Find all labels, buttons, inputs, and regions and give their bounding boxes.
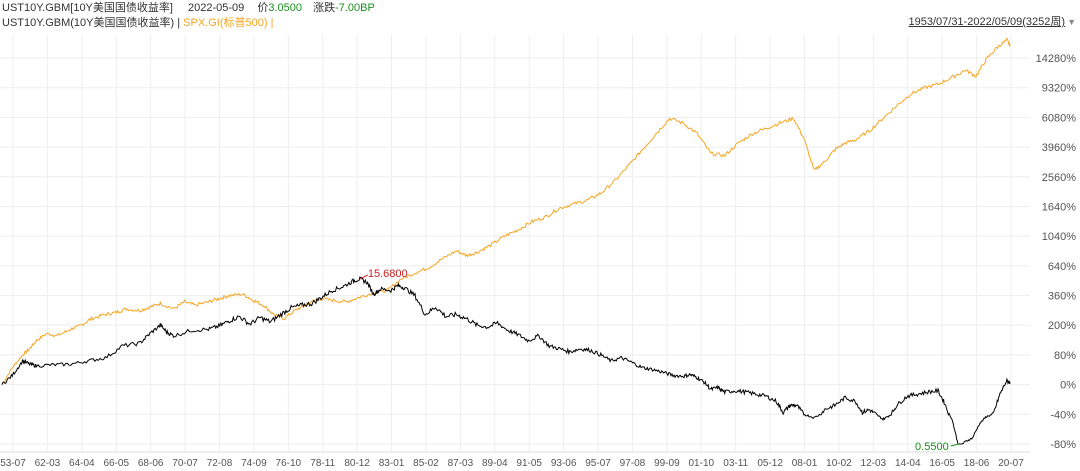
x-tick-label: 01-10	[688, 458, 714, 469]
max-annotation-label: 15.6800	[368, 268, 408, 280]
y-tick-label: 1640%	[1042, 201, 1076, 213]
instrument-name: UST10Y.GBM[10Y美国国债收益率]	[2, 2, 173, 14]
x-tick-label: 16-05	[929, 458, 955, 469]
max-annotation-leader	[359, 274, 369, 280]
x-tick-label: 53-07	[0, 458, 26, 469]
x-tick-label: 18-06	[964, 458, 990, 469]
x-tick-label: 95-07	[585, 458, 611, 469]
x-tick-label: 14-04	[895, 458, 921, 469]
legend-series-2[interactable]: SPX.GI(标普500)	[183, 17, 268, 29]
y-tick-label: -40%	[1050, 409, 1076, 421]
series-line-spx	[1, 37, 1011, 385]
chart-legend: UST10Y.GBM(10Y美国国债收益率) | SPX.GI(标普500) |	[2, 15, 273, 31]
x-tick-label: 03-11	[723, 458, 748, 469]
chart-annotations: 15.6800 0.5500	[359, 268, 959, 453]
date-range-text: 1953/07/31-2022/05/09(3252周)	[908, 16, 1066, 28]
x-tick-label: 12-03	[861, 458, 887, 469]
x-tick-label: 85-02	[413, 458, 439, 469]
min-annotation-label: 0.5500	[915, 441, 949, 453]
x-tick-label: 10-02	[826, 458, 852, 469]
price-label: 价	[257, 2, 269, 14]
triangle-down-icon[interactable]: ▼	[1067, 17, 1076, 27]
min-annotation-leader	[950, 443, 959, 447]
x-tick-label: 97-08	[620, 458, 646, 469]
quote-header: UST10Y.GBM[10Y美国国债收益率] 2022-05-09 价3.050…	[2, 0, 379, 16]
x-tick-label: 05-12	[757, 458, 783, 469]
y-tick-label: 2560%	[1042, 172, 1076, 184]
change-value: -7.00BP	[335, 2, 375, 14]
x-tick-label: 08-01	[792, 458, 818, 469]
x-axis-labels: 53-07 62-03 64-04 66-05 68-06 70-07 72-08 74-09…	[0, 458, 1024, 469]
price-value: 3.0500	[268, 2, 303, 14]
quote-date: 2022-05-09	[188, 2, 245, 14]
y-tick-label: 360%	[1048, 291, 1076, 303]
y-tick-label: 14280%	[1036, 53, 1077, 65]
x-tick-label: 64-04	[69, 458, 95, 469]
x-tick-label: 76-10	[276, 458, 302, 469]
x-tick-label: 83-01	[379, 458, 405, 469]
x-tick-label: 68-06	[138, 458, 164, 469]
y-tick-label: -80%	[1050, 439, 1076, 451]
y-tick-label: 9320%	[1042, 83, 1076, 95]
x-tick-label: 66-05	[103, 458, 129, 469]
x-tick-label: 78-11	[310, 458, 335, 469]
chart-series	[1, 37, 1011, 445]
y-tick-label: 200%	[1048, 320, 1076, 332]
y-tick-label: 3960%	[1042, 142, 1076, 154]
x-tick-label: 87-03	[448, 458, 474, 469]
x-tick-label: 91-05	[516, 458, 542, 469]
y-tick-label: 80%	[1054, 350, 1076, 362]
x-tick-label: 20-07	[998, 458, 1024, 469]
change-label: 涨跌	[313, 2, 336, 14]
series-line-ust10y	[1, 276, 1011, 445]
x-tick-label: 70-07	[172, 458, 198, 469]
y-tick-label: 6080%	[1042, 112, 1076, 124]
y-tick-label: 0%	[1060, 380, 1076, 392]
x-tick-label: 93-06	[551, 458, 577, 469]
date-range-selector[interactable]: 1953/07/31-2022/05/09(3252周) ▼	[909, 14, 1077, 30]
legend-series-1[interactable]: UST10Y.GBM(10Y美国国债收益率)	[2, 17, 175, 29]
y-tick-label: 1040%	[1042, 231, 1076, 243]
chart-grid	[0, 35, 1030, 453]
x-tick-label: 62-03	[35, 458, 61, 469]
legend-separator-2: |	[270, 17, 274, 29]
legend-separator: |	[177, 17, 181, 29]
y-axis-labels: 14280% 9320% 6080% 3960% 2560% 1640% 1040% 640%…	[1036, 53, 1077, 451]
x-tick-label: 74-09	[241, 458, 267, 469]
y-tick-label: 640%	[1048, 261, 1076, 273]
x-tick-label: 99-09	[654, 458, 680, 469]
x-tick-label: 89-04	[482, 458, 508, 469]
x-tick-label: 80-12	[344, 458, 370, 469]
x-tick-label: 72-08	[207, 458, 233, 469]
